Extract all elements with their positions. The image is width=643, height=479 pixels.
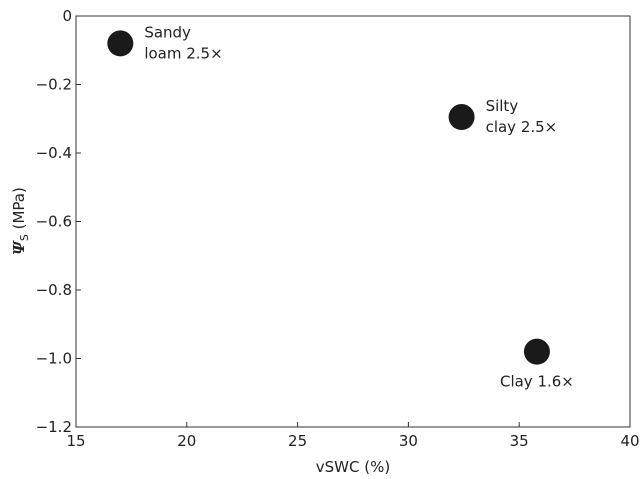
x-axis-ticks: 15 20 25 30 35 40 [66, 422, 640, 450]
data-points [107, 30, 550, 365]
data-point [107, 30, 134, 57]
x-tick-label: 25 [288, 432, 307, 450]
x-tick-label: 35 [510, 432, 529, 450]
x-tick-label: 15 [66, 432, 85, 450]
y-tick-label: −0.2 [36, 76, 72, 94]
plot-frame [75, 15, 631, 428]
x-tick-label: 40 [620, 432, 639, 450]
data-point-label: Sandy loam 2.5× [144, 23, 222, 62]
data-point-labels: Sandy loam 2.5× Silty clay 2.5× Clay 1.6× [144, 23, 574, 390]
x-tick-label: 20 [177, 432, 196, 450]
y-axis-title: ΨS (MPa) [10, 187, 31, 255]
y-axis-title-unit: (MPa) [10, 187, 28, 234]
data-point-label: Clay 1.6× [500, 373, 574, 391]
y-tick-label: −0.6 [36, 213, 72, 231]
y-tick-label: −0.4 [36, 144, 72, 162]
y-tick-label: 0 [62, 7, 72, 25]
y-tick-label: −1.0 [36, 350, 72, 368]
data-point-label: Silty clay 2.5× [486, 97, 558, 136]
y-axis-ticks: 0 −0.2 −0.4 −0.6 −0.8 −1.0 −1.2 [36, 7, 81, 436]
y-tick-label: −1.2 [36, 418, 72, 436]
data-point [448, 104, 475, 131]
x-axis-title: vSWC (%) [316, 458, 390, 476]
y-axis-title-subscript: S [18, 234, 31, 241]
x-tick-label: 30 [399, 432, 418, 450]
y-axis-title-symbol: Ψ [10, 240, 28, 255]
y-tick-label: −0.8 [36, 281, 72, 299]
data-point [523, 338, 550, 365]
